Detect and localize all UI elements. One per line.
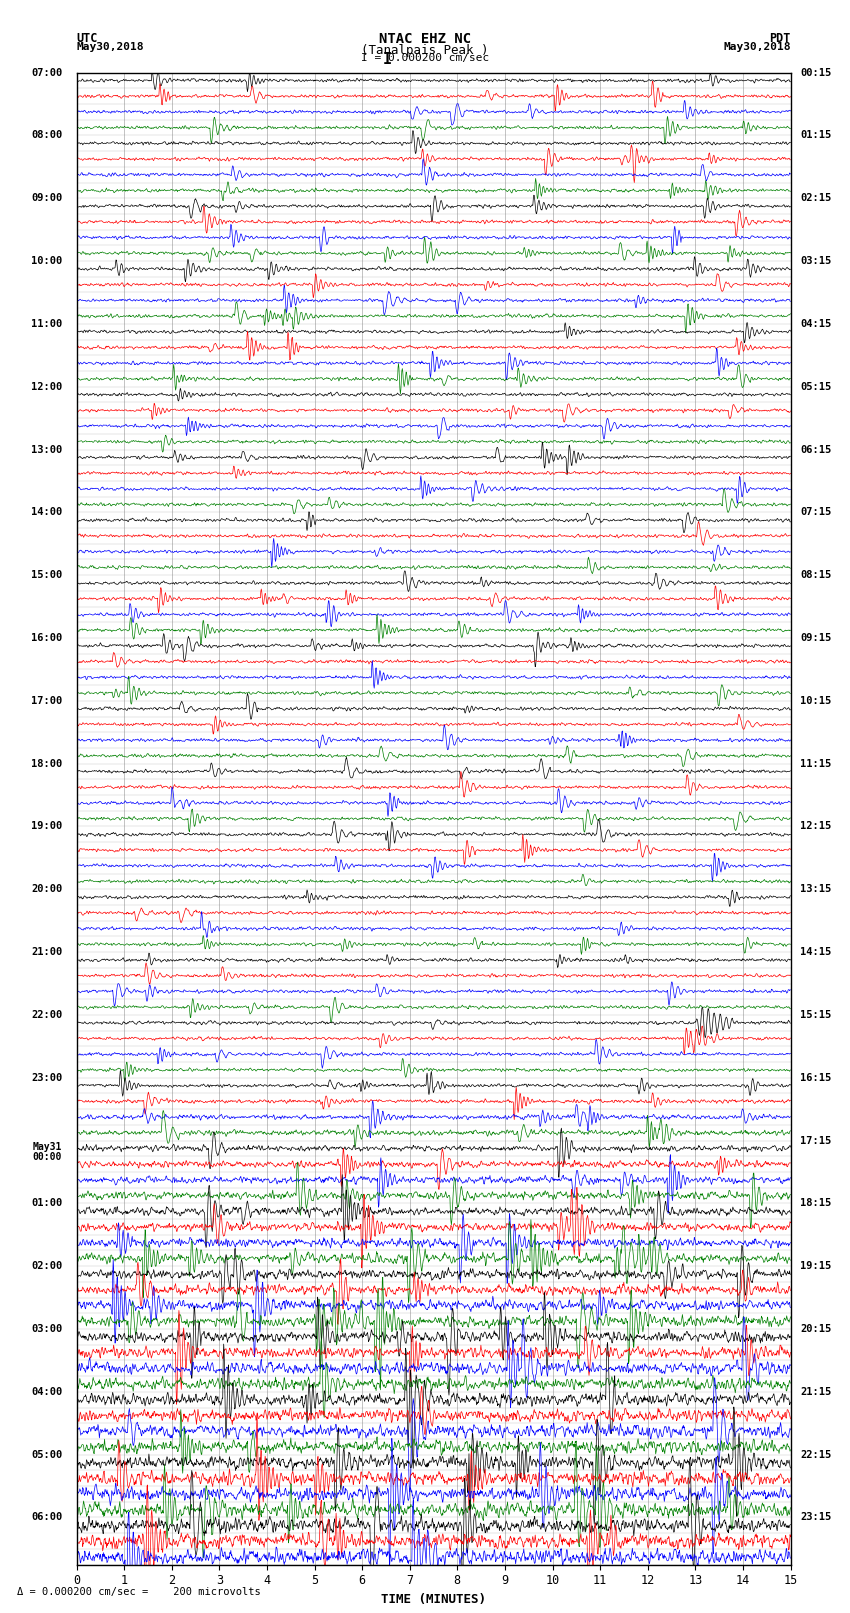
Text: 14:00: 14:00 [31,508,62,518]
Text: 12:00: 12:00 [31,382,62,392]
Text: 20:15: 20:15 [800,1324,831,1334]
Text: 17:15: 17:15 [800,1136,831,1145]
Text: 12:15: 12:15 [800,821,831,831]
Text: 16:00: 16:00 [31,632,62,644]
Text: 19:00: 19:00 [31,821,62,831]
Text: 03:00: 03:00 [31,1324,62,1334]
Text: 22:15: 22:15 [800,1450,831,1460]
Text: Δ = 0.000200 cm/sec =    200 microvolts: Δ = 0.000200 cm/sec = 200 microvolts [17,1587,261,1597]
Text: 09:15: 09:15 [800,632,831,644]
Text: 15:15: 15:15 [800,1010,831,1019]
Text: 07:00: 07:00 [31,68,62,77]
Text: 21:15: 21:15 [800,1387,831,1397]
Text: 18:00: 18:00 [31,758,62,769]
Text: 01:00: 01:00 [31,1198,62,1208]
Text: 02:00: 02:00 [31,1261,62,1271]
Text: 18:15: 18:15 [800,1198,831,1208]
Text: 13:00: 13:00 [31,445,62,455]
Text: 10:00: 10:00 [31,256,62,266]
Text: 10:15: 10:15 [800,695,831,706]
Text: 16:15: 16:15 [800,1073,831,1082]
Text: 14:15: 14:15 [800,947,831,957]
Text: 19:15: 19:15 [800,1261,831,1271]
Text: UTC: UTC [76,32,98,45]
Text: 00:00: 00:00 [33,1152,62,1161]
Text: 05:15: 05:15 [800,382,831,392]
Text: I: I [383,52,392,66]
Text: 15:00: 15:00 [31,569,62,581]
Text: 04:15: 04:15 [800,319,831,329]
Text: 01:15: 01:15 [800,131,831,140]
Text: May31: May31 [33,1142,62,1152]
Text: 21:00: 21:00 [31,947,62,957]
Text: 07:15: 07:15 [800,508,831,518]
Text: 11:00: 11:00 [31,319,62,329]
Text: 09:00: 09:00 [31,194,62,203]
Text: 05:00: 05:00 [31,1450,62,1460]
Text: 06:15: 06:15 [800,445,831,455]
Text: PDT: PDT [769,32,790,45]
X-axis label: TIME (MINUTES): TIME (MINUTES) [381,1594,486,1607]
Text: (Tanalpais Peak ): (Tanalpais Peak ) [361,44,489,56]
Text: 08:15: 08:15 [800,569,831,581]
Text: 02:15: 02:15 [800,194,831,203]
Text: 20:00: 20:00 [31,884,62,894]
Text: 08:00: 08:00 [31,131,62,140]
Text: 22:00: 22:00 [31,1010,62,1019]
Text: 11:15: 11:15 [800,758,831,769]
Text: 23:15: 23:15 [800,1513,831,1523]
Text: 06:00: 06:00 [31,1513,62,1523]
Text: NTAC EHZ NC: NTAC EHZ NC [379,32,471,47]
Text: 23:00: 23:00 [31,1073,62,1082]
Text: May30,2018: May30,2018 [723,42,791,52]
Text: 00:15: 00:15 [800,68,831,77]
Text: I = 0.000200 cm/sec: I = 0.000200 cm/sec [361,53,489,63]
Text: 04:00: 04:00 [31,1387,62,1397]
Text: 03:15: 03:15 [800,256,831,266]
Text: May30,2018: May30,2018 [76,42,144,52]
Text: 13:15: 13:15 [800,884,831,894]
Text: 17:00: 17:00 [31,695,62,706]
